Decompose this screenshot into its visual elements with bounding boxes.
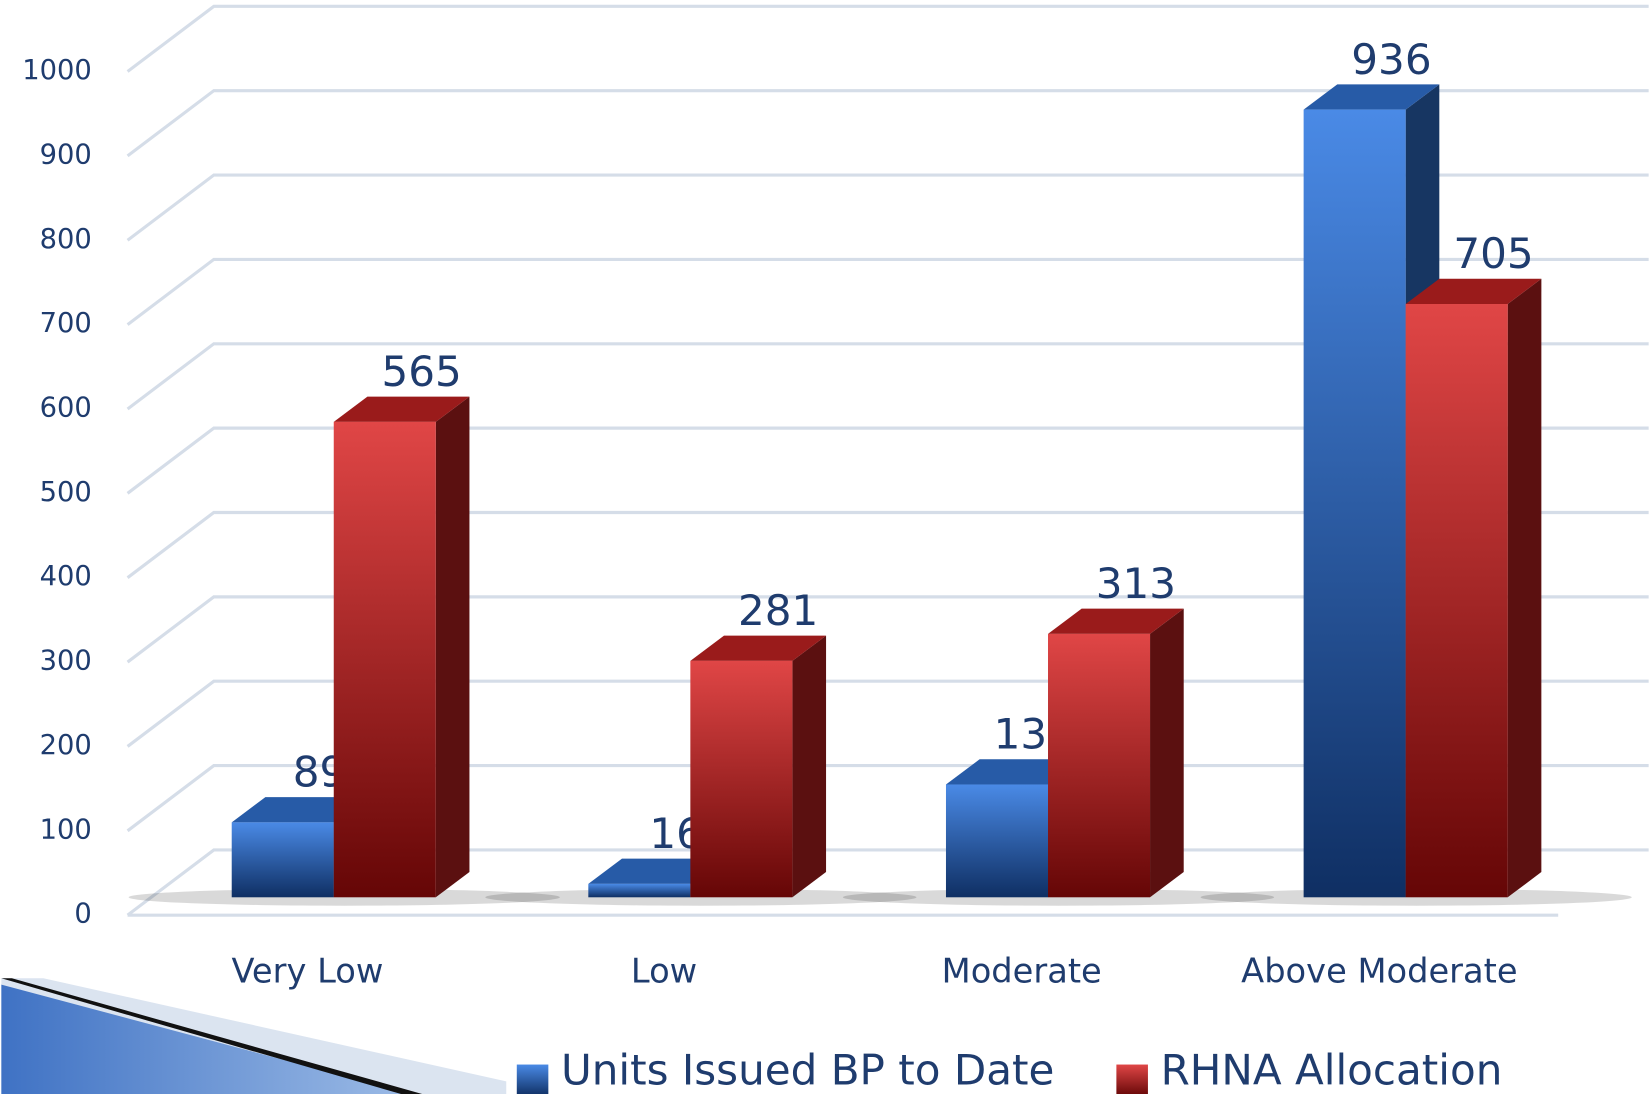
x-tick-label: Very Low: [232, 952, 384, 991]
legend-label: Units Issued BP to Date: [561, 1045, 1054, 1094]
legend-swatch: [1116, 1065, 1148, 1094]
x-tick-label: Above Moderate: [1241, 952, 1517, 991]
y-tick-label: 600: [40, 392, 92, 423]
bar-side: [436, 397, 470, 898]
bar-front: [1304, 110, 1406, 898]
data-label: 705: [1453, 229, 1533, 278]
chart: 0 100 200 300 400 500 600 700 800 900 1000 Very Lo…: [0, 0, 1650, 1094]
y-tick-label: 700: [40, 308, 92, 339]
bar-front: [690, 661, 792, 897]
bar-front: [232, 822, 334, 897]
y-tick-label: 500: [40, 477, 92, 508]
data-label: 936: [1351, 35, 1431, 84]
x-tick-label: Low: [631, 952, 697, 991]
y-tick-label: 1000: [22, 55, 92, 86]
y-tick-label: 800: [40, 224, 92, 255]
bar: [1048, 609, 1184, 898]
legend-swatch: [517, 1065, 549, 1094]
bar-front: [1406, 304, 1508, 897]
data-label: 313: [1096, 559, 1176, 608]
y-tick-label: 200: [40, 730, 92, 761]
data-label: 281: [738, 586, 818, 635]
x-tick-label: Moderate: [942, 952, 1102, 991]
y-tick-label: 0: [74, 899, 91, 930]
bar: [334, 397, 470, 898]
bar-side: [1508, 279, 1542, 898]
bar-side: [1150, 609, 1184, 898]
bar: [690, 636, 826, 898]
bar-side: [792, 636, 826, 898]
bar: [1406, 279, 1542, 898]
bar-front: [588, 884, 690, 897]
data-label: 565: [381, 347, 461, 396]
y-tick-label: 400: [40, 561, 92, 592]
bar-front: [1048, 634, 1150, 897]
bar-front: [334, 422, 436, 897]
bar-front: [946, 785, 1048, 898]
y-tick-label: 100: [40, 814, 92, 845]
legend-label: RHNA Allocation: [1161, 1045, 1503, 1094]
y-tick-label: 900: [40, 139, 92, 170]
decoration: [1, 978, 506, 1094]
y-tick-label: 300: [40, 646, 92, 677]
